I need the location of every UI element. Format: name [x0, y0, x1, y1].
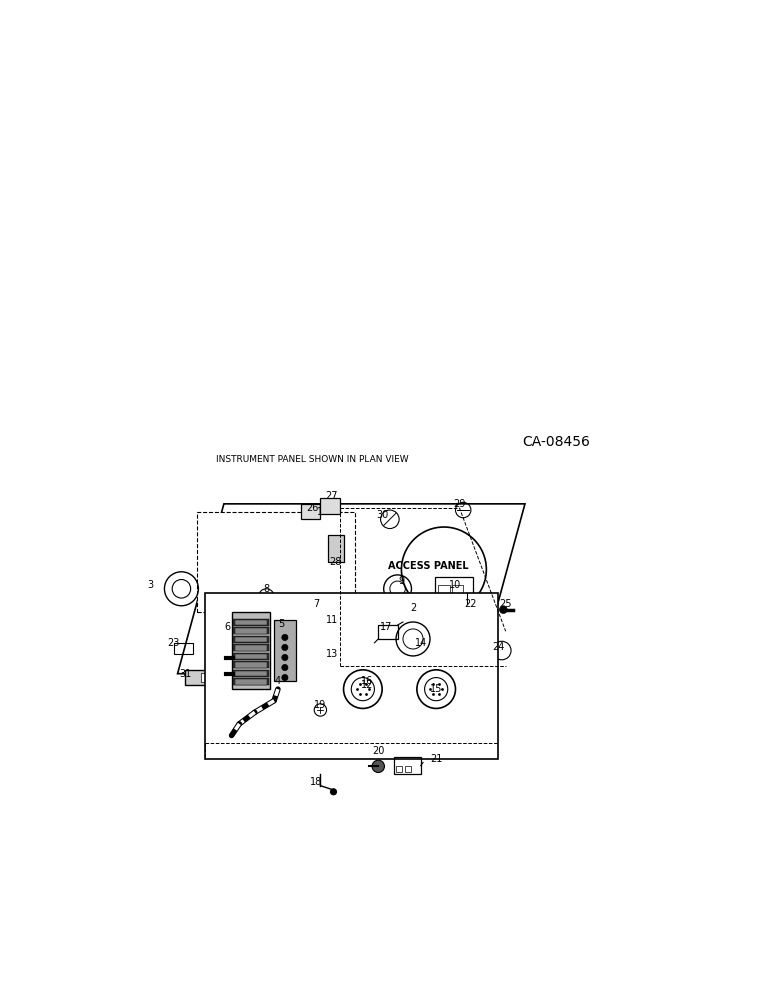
Text: 9: 9	[398, 576, 405, 586]
Text: 14: 14	[415, 638, 427, 648]
Bar	[233, 644, 269, 651]
Bar	[185, 670, 208, 685]
Text: INSTRUMENT PANEL SHOWN IN PLAN VIEW: INSTRUMENT PANEL SHOWN IN PLAN VIEW	[216, 455, 409, 464]
Text: 1: 1	[317, 507, 323, 517]
Bar	[438, 594, 450, 602]
Text: 5: 5	[279, 619, 285, 629]
Circle shape	[372, 760, 384, 773]
Bar	[301, 504, 320, 519]
Text: 3: 3	[147, 580, 154, 590]
Text: 18: 18	[310, 777, 323, 787]
Bar	[394, 757, 421, 774]
Text: 27: 27	[326, 491, 338, 501]
Bar	[233, 661, 269, 668]
Text: 16: 16	[361, 676, 373, 686]
Circle shape	[282, 664, 288, 671]
Text: 31: 31	[179, 669, 191, 679]
Text: 10: 10	[449, 580, 462, 590]
Text: 26: 26	[306, 503, 319, 513]
Bar	[274, 620, 296, 681]
Bar	[235, 654, 267, 659]
Polygon shape	[178, 504, 525, 674]
Text: 11: 11	[326, 615, 338, 625]
Bar	[452, 594, 463, 602]
Text: 12: 12	[361, 680, 373, 690]
Text: 13: 13	[326, 649, 338, 659]
Text: 2: 2	[410, 603, 416, 613]
Text: 24: 24	[492, 642, 504, 652]
Bar	[320, 498, 340, 514]
Bar	[452, 585, 463, 593]
Polygon shape	[197, 512, 355, 612]
Text: 19: 19	[314, 700, 327, 710]
Bar	[328, 535, 344, 562]
Text: CA-08456: CA-08456	[522, 435, 590, 449]
Text: 6: 6	[225, 622, 231, 632]
Bar	[233, 678, 269, 685]
Bar	[405, 766, 411, 772]
Text: 29: 29	[453, 499, 466, 509]
Bar	[235, 679, 267, 685]
Bar	[233, 627, 269, 634]
Bar	[235, 628, 267, 634]
Bar	[233, 670, 269, 677]
Bar	[378, 625, 398, 639]
Text: 4: 4	[275, 676, 281, 686]
Text: 7: 7	[313, 599, 320, 609]
Text: 25: 25	[499, 599, 512, 609]
Bar	[235, 671, 267, 676]
Circle shape	[282, 634, 288, 641]
Circle shape	[282, 654, 288, 661]
Bar	[235, 637, 267, 642]
Text: 30: 30	[376, 510, 388, 520]
Polygon shape	[205, 593, 498, 759]
Bar	[235, 620, 267, 625]
Text: ACCESS PANEL: ACCESS PANEL	[388, 561, 469, 571]
Bar	[233, 636, 269, 643]
Bar	[235, 645, 267, 651]
Text: 28: 28	[330, 557, 342, 567]
Text: 21: 21	[430, 754, 442, 764]
Bar	[438, 585, 450, 593]
Bar	[235, 662, 267, 668]
Circle shape	[330, 789, 337, 795]
Text: 20: 20	[372, 746, 384, 756]
Bar	[174, 643, 193, 654]
Text: 8: 8	[263, 584, 269, 594]
Bar	[233, 619, 269, 626]
Bar	[232, 612, 270, 689]
Circle shape	[282, 644, 288, 651]
Text: 17: 17	[380, 622, 392, 632]
Bar	[201, 673, 210, 682]
Text: 22: 22	[465, 599, 477, 609]
Circle shape	[282, 674, 288, 681]
Bar	[435, 577, 473, 604]
Bar	[233, 653, 269, 660]
Circle shape	[499, 606, 507, 613]
Text: 15: 15	[430, 684, 442, 694]
Bar	[396, 766, 402, 772]
Text: 23: 23	[168, 638, 180, 648]
